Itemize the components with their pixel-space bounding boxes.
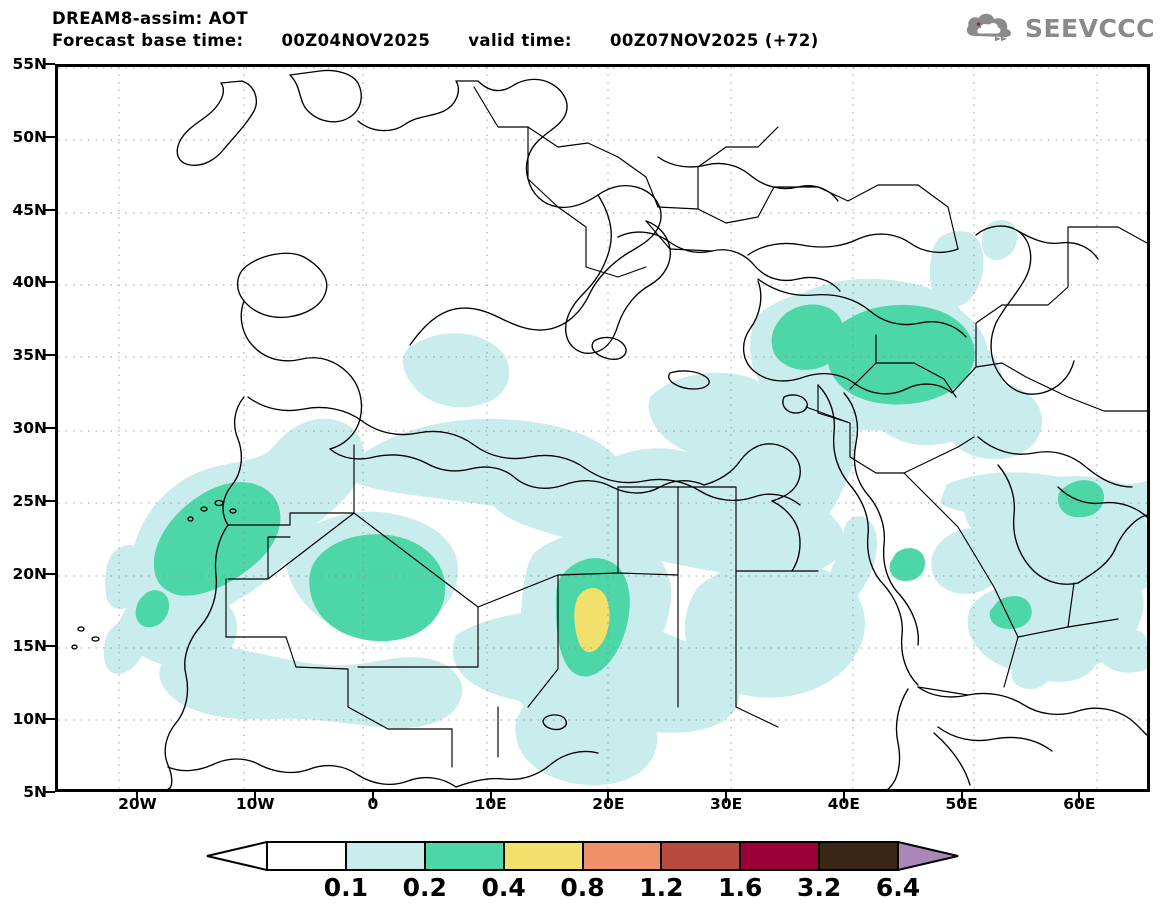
y-tick bbox=[44, 499, 55, 502]
x-axis-label: 0 bbox=[367, 795, 379, 813]
y-axis-label: 15N bbox=[12, 637, 47, 656]
y-axis-label: 45N bbox=[12, 200, 47, 219]
x-axis-label: 30E bbox=[710, 795, 743, 813]
x-axis-label: 60E bbox=[1063, 795, 1096, 813]
x-axis-label: 10E bbox=[474, 795, 507, 813]
map-canvas bbox=[58, 67, 1147, 789]
model-title: DREAM8-assim: AOT bbox=[52, 9, 249, 28]
y-axis-label: 55N bbox=[12, 55, 47, 73]
y-tick bbox=[44, 791, 55, 793]
map-header: DREAM8-assim: AOT Forecast base time: 00Z… bbox=[52, 8, 819, 51]
colorbar-over-arrow bbox=[898, 841, 959, 871]
y-tick bbox=[44, 718, 55, 721]
aot-level-0.2 bbox=[135, 304, 1104, 677]
colorbar-tick-label: 6.4 bbox=[875, 873, 921, 902]
base-time-label: Forecast base time: bbox=[52, 31, 244, 50]
x-tick bbox=[960, 792, 963, 803]
x-tick bbox=[725, 792, 728, 803]
x-tick bbox=[842, 792, 845, 803]
colorbar-segment bbox=[424, 841, 504, 871]
time-line: Forecast base time: 00Z04NOV2025 valid tim… bbox=[52, 30, 819, 51]
y-axis-label: 40N bbox=[12, 273, 47, 292]
colorbar-tick-label: 3.2 bbox=[796, 873, 842, 902]
colorbar-segment bbox=[267, 841, 346, 871]
y-axis-label: 10N bbox=[12, 710, 47, 729]
colorbar-segment bbox=[740, 841, 820, 871]
colorbar-tick-label: 0.1 bbox=[323, 873, 369, 902]
x-axis-label: 20W bbox=[118, 795, 157, 813]
colorbar-segment bbox=[661, 841, 741, 871]
y-axis-label: 25N bbox=[12, 491, 47, 510]
colorbar: 0.1 0.2 0.4 0.8 1.2 1.6 3.2 6.4 bbox=[205, 841, 960, 902]
logo-text: SEEVCCC bbox=[1024, 13, 1155, 43]
base-time-value: 00Z04NOV2025 bbox=[281, 31, 431, 50]
colorbar-tick-label: 1.2 bbox=[639, 873, 684, 902]
y-tick bbox=[44, 427, 55, 429]
colorbar-segment bbox=[503, 841, 583, 871]
valid-time-label: valid time: bbox=[468, 31, 572, 50]
colorbar-tick-label: 1.6 bbox=[718, 873, 763, 902]
y-axis-label: 20N bbox=[12, 564, 47, 583]
map-plot-area bbox=[55, 64, 1150, 792]
y-axis-label: 35N bbox=[12, 346, 47, 365]
colorbar-segment bbox=[345, 841, 425, 871]
x-tick bbox=[1078, 792, 1081, 803]
y-tick bbox=[44, 645, 55, 648]
x-tick bbox=[607, 792, 610, 803]
y-tick bbox=[44, 208, 55, 211]
colorbar-tick-label: 0.8 bbox=[560, 873, 605, 902]
colorbar-under-arrow bbox=[206, 841, 267, 871]
y-axis-label: 30N bbox=[12, 419, 47, 437]
map-country-borders bbox=[225, 86, 1147, 768]
x-tick bbox=[254, 792, 257, 803]
map-coastlines bbox=[71, 69, 1147, 789]
colorbar-tick-label: 0.4 bbox=[481, 873, 526, 902]
x-axis-label: 10W bbox=[235, 795, 275, 813]
y-tick bbox=[44, 354, 55, 357]
colorbar-tick-label: 0.2 bbox=[402, 873, 447, 902]
y-tick bbox=[44, 572, 55, 575]
y-axis-label: 5N bbox=[23, 783, 47, 801]
y-axis-label: 50N bbox=[12, 127, 47, 146]
y-tick bbox=[44, 135, 55, 138]
colorbar-segment bbox=[582, 841, 662, 871]
cloud-icon bbox=[966, 13, 1011, 42]
aot-level-0.4 bbox=[574, 588, 610, 652]
x-axis-label: 50E bbox=[945, 795, 978, 813]
seevccc-logo: SEEVCCC bbox=[965, 11, 1155, 45]
x-tick bbox=[371, 792, 374, 803]
y-tick bbox=[44, 281, 55, 284]
y-tick bbox=[44, 63, 55, 65]
x-axis-label: 40E bbox=[827, 795, 860, 813]
x-tick bbox=[489, 792, 492, 803]
valid-time-value: 00Z07NOV2025 (+72) bbox=[609, 31, 819, 50]
colorbar-segment bbox=[819, 841, 898, 871]
x-tick bbox=[136, 792, 139, 803]
map-gridlines bbox=[58, 67, 1147, 789]
x-axis-label: 20E bbox=[592, 795, 625, 813]
